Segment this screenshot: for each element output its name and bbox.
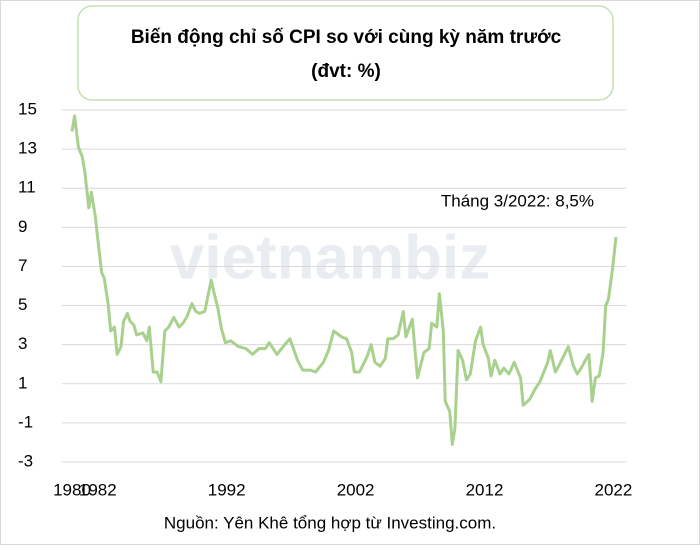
y-tick-label: 9 [18,217,27,236]
y-tick-label: 1 [18,373,27,392]
title-box [77,5,614,101]
x-tick-label: 2012 [466,480,504,499]
x-tick-label: 2022 [595,480,633,499]
annotation: Tháng 3/2022: 8,5% [441,191,594,210]
x-tick-label: 1982 [79,480,117,499]
y-tick-label: -3 [18,451,33,470]
y-tick-label: 5 [18,295,27,314]
watermark: vietnambiz [170,223,490,292]
source-note: Nguồn: Yên Khê tổng hợp từ Investing.com… [164,513,496,532]
x-tick-label: 1980 [53,480,91,499]
y-tick-label: 15 [18,99,37,118]
y-tick-label: 13 [18,139,37,158]
x-tick-label: 1992 [208,480,246,499]
y-tick-label: 7 [18,256,27,275]
y-tick-label: 3 [18,334,27,353]
chart-subtitle: (đvt: %) [311,61,381,82]
cpi-line [70,114,618,446]
y-tick-label: -1 [18,412,33,431]
y-tick-label: 11 [18,178,36,197]
x-tick-label: 2002 [337,480,375,499]
chart-title: Biến động chỉ số CPI so với cùng kỳ năm … [131,27,562,48]
